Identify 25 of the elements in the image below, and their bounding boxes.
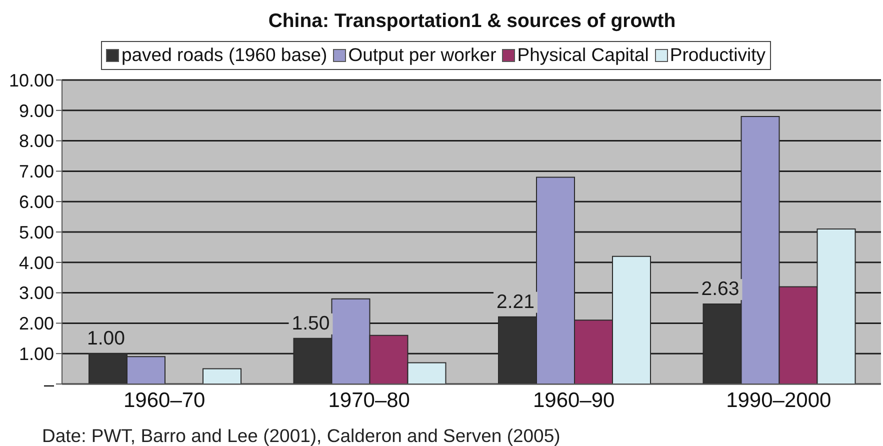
x-tick-label: 1960–70 bbox=[123, 388, 206, 412]
y-tick-label: – bbox=[44, 374, 54, 394]
legend-label: paved roads (1960 base) bbox=[121, 44, 328, 66]
y-tick-label: 6.00 bbox=[18, 192, 54, 212]
y-tick-label: 7.00 bbox=[18, 162, 54, 182]
y-tick-label: 4.00 bbox=[18, 252, 54, 273]
y-tick-label: 8.00 bbox=[18, 131, 54, 152]
data-label: 1.00 bbox=[87, 328, 126, 350]
data-label: 1.50 bbox=[292, 312, 330, 334]
legend-label: Output per worker bbox=[348, 44, 496, 66]
y-tick-label: 1.00 bbox=[18, 344, 54, 364]
y-tick-label: 9.00 bbox=[18, 100, 54, 121]
legend-label: Physical Capital bbox=[517, 44, 649, 66]
data-label: 2.21 bbox=[496, 290, 534, 313]
y-tick-label: 3.00 bbox=[18, 283, 54, 304]
x-tick-label: 1960–90 bbox=[532, 388, 615, 412]
legend-label: Productivity bbox=[670, 44, 766, 66]
x-tick-label: 1990–2000 bbox=[726, 388, 832, 412]
y-tick-label: 2.00 bbox=[18, 314, 54, 334]
y-tick-label: 5.00 bbox=[18, 222, 54, 242]
y-tick-label: 10.00 bbox=[8, 70, 54, 90]
text: Date: PWT, Barro and Lee (2001), Calderon and Serven (2005) bbox=[42, 425, 560, 446]
chart-title: China: Transportation1 & sources of growth bbox=[267, 9, 677, 33]
x-tick-label: 1970–80 bbox=[328, 388, 410, 412]
data-label: 2.63 bbox=[701, 278, 740, 300]
